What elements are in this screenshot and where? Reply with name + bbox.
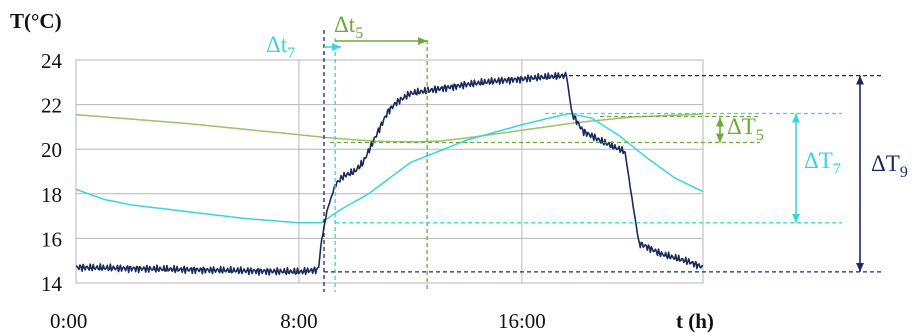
- y-tick-label-20: 20: [41, 138, 62, 162]
- series-lines: [75, 71, 704, 276]
- y-tick-label-22: 22: [41, 94, 62, 118]
- tick-labels: 14 16 18 20 22 24 0:00 8:00 16:00: [41, 49, 546, 333]
- dT9-label: ΔT9: [871, 151, 908, 181]
- annotations: [323, 30, 884, 292]
- grid: [75, 59, 704, 284]
- series-line-cyan: [75, 112, 704, 224]
- plot-frame: [75, 59, 704, 284]
- dt5-label: Δt5: [334, 12, 363, 42]
- y-axis-label: T(°C): [10, 9, 62, 33]
- series-line-dark: [75, 71, 704, 276]
- y-tick-label-16: 16: [41, 227, 62, 251]
- series-line-green: [75, 113, 704, 143]
- x-tick-label-8: 8:00: [280, 309, 317, 333]
- y-tick-label-14: 14: [41, 272, 63, 296]
- y-tick-label-24: 24: [41, 49, 63, 73]
- dt7-label: Δt7: [266, 32, 295, 62]
- dT7-label: ΔT7: [804, 148, 841, 178]
- x-tick-label-0: 0:00: [50, 309, 87, 333]
- y-tick-label-18: 18: [41, 183, 62, 207]
- x-tick-label-16: 16:00: [498, 309, 546, 333]
- dT5-label: ΔT5: [727, 114, 764, 144]
- x-axis-label: t (h): [676, 309, 714, 333]
